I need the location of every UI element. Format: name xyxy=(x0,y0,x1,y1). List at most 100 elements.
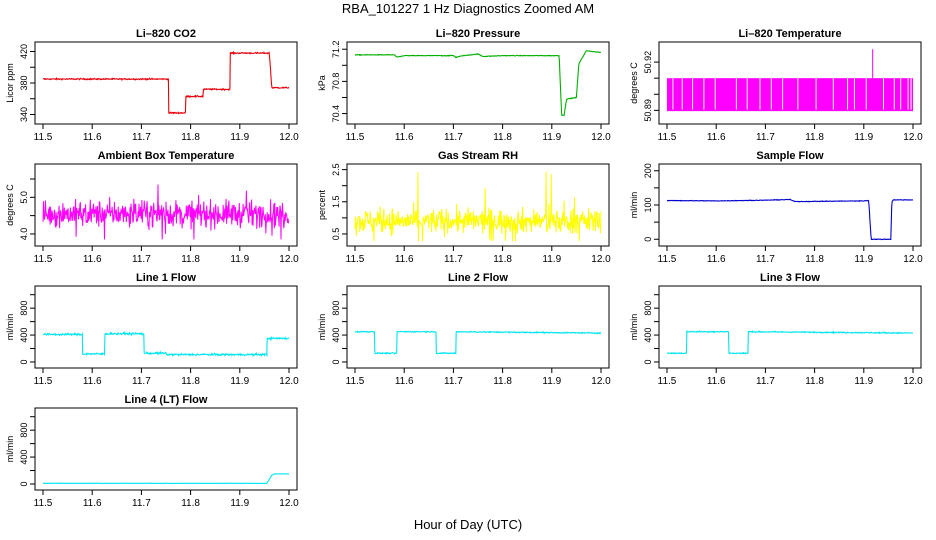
panel-frame xyxy=(658,163,922,247)
panel-title: Li–820 CO2 xyxy=(136,28,196,40)
panel-frame xyxy=(346,285,610,369)
panel-frame xyxy=(658,41,922,125)
panel-title: Sample Flow xyxy=(756,150,824,162)
panel-title: Line 4 (LT) Flow xyxy=(125,394,208,406)
y-tick-label: 0 xyxy=(643,237,653,242)
y-tick-label: 400 xyxy=(331,328,341,343)
x-tick-label: 11.6 xyxy=(707,132,726,143)
panel-title: Line 1 Flow xyxy=(136,272,196,284)
x-tick-label: 11.5 xyxy=(658,376,677,387)
y-tick-label: 380 xyxy=(19,75,29,90)
y-tick-label: 400 xyxy=(643,328,653,343)
x-tick-label: 11.8 xyxy=(181,254,200,265)
y-tick-label: 800 xyxy=(331,301,341,316)
series-line xyxy=(354,330,602,355)
x-tick-label: 11.7 xyxy=(132,132,151,143)
x-tick-label: 12.0 xyxy=(279,376,299,387)
y-tick-label: 50.92 xyxy=(643,51,653,74)
y-axis-label: degrees C xyxy=(5,184,15,226)
series-line xyxy=(42,473,289,485)
y-tick-label: 70.4 xyxy=(331,105,341,123)
panel-title: Ambient Box Temperature xyxy=(98,150,235,162)
figure-x-axis-label: Hour of Day (UTC) xyxy=(413,517,523,532)
x-tick-label: 11.6 xyxy=(83,254,102,265)
x-tick-label: 11.9 xyxy=(542,376,561,387)
x-tick-label: 11.5 xyxy=(34,132,53,143)
y-tick-label: 70.8 xyxy=(331,73,341,91)
figure-title: RBA_101227 1 Hz Diagnostics Zoomed AM xyxy=(341,1,595,16)
y-tick-label: 400 xyxy=(19,328,29,343)
series-line xyxy=(666,329,913,355)
x-tick-label: 11.5 xyxy=(658,132,677,143)
x-tick-label: 11.8 xyxy=(805,132,824,143)
x-tick-label: 11.7 xyxy=(756,376,775,387)
panel-title: Line 3 Flow xyxy=(760,272,820,284)
x-tick-label: 11.8 xyxy=(493,132,512,143)
x-tick-label: 11.6 xyxy=(83,376,102,387)
series-group xyxy=(42,184,290,240)
panel-frame xyxy=(346,163,610,247)
series-line xyxy=(354,171,602,242)
y-axis-label: kPa xyxy=(317,75,327,91)
y-tick-label: 71.2 xyxy=(331,40,341,58)
x-tick-label: 11.6 xyxy=(707,254,726,265)
series-group xyxy=(354,330,602,355)
x-tick-label: 11.5 xyxy=(658,254,677,265)
panel-8: Line 2 Flow 11.5 11.6 11.7 11.8 11.9 12.0 0 400 8… xyxy=(317,272,611,387)
y-tick-label: 4.0 xyxy=(19,228,29,241)
x-tick-label: 11.7 xyxy=(444,376,463,387)
panel-frame xyxy=(34,285,298,369)
x-tick-label: 11.9 xyxy=(230,376,249,387)
panel-frame xyxy=(658,285,922,369)
x-tick-label: 12.0 xyxy=(591,254,611,265)
x-tick-label: 11.6 xyxy=(707,376,726,387)
panel-6: Sample Flow 11.5 11.6 11.7 11.8 11.9 12.0 0 100 2… xyxy=(629,150,923,265)
y-tick-label: 800 xyxy=(643,301,653,316)
series-line xyxy=(354,50,602,117)
x-tick-label: 11.9 xyxy=(230,498,249,509)
y-tick-label: 50.89 xyxy=(643,99,653,122)
x-tick-label: 11.7 xyxy=(444,132,463,143)
x-tick-label: 11.6 xyxy=(83,498,102,509)
x-tick-label: 11.8 xyxy=(493,376,512,387)
panel-title: Li–820 Pressure xyxy=(436,28,520,40)
x-tick-label: 11.5 xyxy=(34,254,53,265)
series-line xyxy=(666,198,914,241)
x-tick-label: 12.0 xyxy=(903,132,923,143)
x-tick-label: 11.7 xyxy=(444,254,463,265)
x-tick-label: 11.8 xyxy=(805,254,824,265)
x-tick-label: 11.7 xyxy=(132,498,151,509)
series-line xyxy=(42,50,290,115)
x-tick-label: 11.6 xyxy=(395,132,414,143)
x-tick-label: 11.9 xyxy=(854,376,873,387)
x-tick-label: 12.0 xyxy=(903,376,923,387)
y-tick-label: 1.5 xyxy=(331,196,341,209)
y-tick-label: 5.0 xyxy=(19,191,29,204)
series-group xyxy=(354,171,602,242)
x-tick-label: 11.8 xyxy=(493,254,512,265)
y-axis-label: ml/min xyxy=(5,314,15,341)
x-tick-label: 11.9 xyxy=(230,132,249,143)
y-tick-label: 0 xyxy=(19,481,29,486)
panel-3: Li–820 Temperature 11.5 11.6 11.7 11.8 11.9 12… xyxy=(629,28,923,143)
panel-frame xyxy=(346,41,610,125)
x-tick-label: 11.9 xyxy=(230,254,249,265)
x-tick-label: 11.7 xyxy=(756,254,775,265)
panel-9: Line 3 Flow 11.5 11.6 11.7 11.8 11.9 12.0 0 400 8… xyxy=(629,272,923,387)
series-band xyxy=(667,78,913,111)
panel-title: Gas Stream RH xyxy=(438,150,518,162)
series-line xyxy=(43,330,290,358)
x-tick-label: 12.0 xyxy=(591,132,611,143)
x-tick-label: 11.6 xyxy=(395,254,414,265)
series-line xyxy=(42,184,290,240)
panel-title: Li–820 Temperature xyxy=(738,28,841,40)
y-axis-label: Licor ppm xyxy=(5,63,15,103)
y-axis-label: degrees C xyxy=(629,62,639,104)
x-tick-label: 12.0 xyxy=(279,132,299,143)
y-tick-label: 200 xyxy=(643,163,653,178)
y-tick-label: 0.5 xyxy=(331,228,341,241)
y-axis-label: ml/min xyxy=(629,314,639,341)
y-tick-label: 0 xyxy=(331,359,341,364)
panel-frame xyxy=(34,407,298,491)
x-tick-label: 11.7 xyxy=(756,132,775,143)
